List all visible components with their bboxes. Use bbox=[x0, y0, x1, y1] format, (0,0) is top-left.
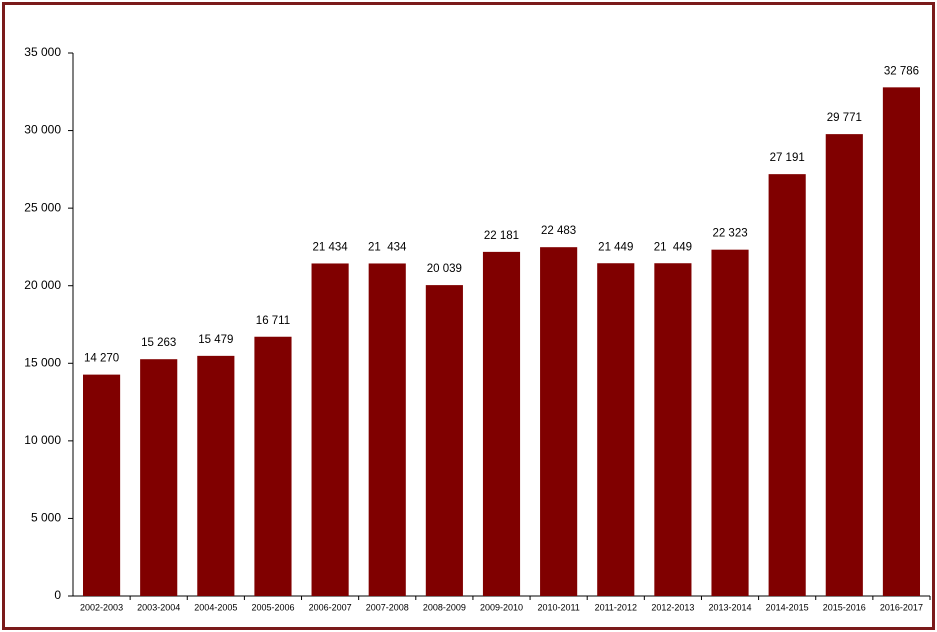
x-tick-label: 2007-2008 bbox=[366, 602, 409, 612]
bar bbox=[82, 374, 121, 596]
x-tick-label: 2015-2016 bbox=[823, 602, 866, 612]
value-label: 27 191 bbox=[770, 152, 805, 164]
bar bbox=[825, 134, 863, 596]
y-tick-label: 30 000 bbox=[24, 123, 61, 137]
bar bbox=[482, 251, 521, 596]
y-tick-label: 5 000 bbox=[31, 511, 61, 525]
bar bbox=[254, 336, 292, 596]
x-tick-label: 2011-2012 bbox=[595, 602, 637, 612]
value-label: 22 483 bbox=[541, 225, 576, 237]
x-tick-label: 2010-2011 bbox=[537, 602, 579, 612]
bar bbox=[654, 263, 692, 596]
bar bbox=[425, 285, 463, 596]
y-tick-label: 0 bbox=[54, 588, 61, 602]
x-tick-label: 2006-2007 bbox=[309, 602, 352, 612]
value-label: 21 449 bbox=[654, 241, 692, 253]
bar bbox=[197, 355, 235, 596]
y-tick-label: 20 000 bbox=[24, 278, 61, 292]
y-tick-label: 15 000 bbox=[24, 355, 61, 369]
value-label: 20 039 bbox=[427, 263, 462, 275]
value-label: 32 786 bbox=[884, 65, 919, 77]
bar bbox=[882, 87, 921, 596]
value-label: 15 263 bbox=[141, 337, 176, 349]
x-tick-label: 2014-2015 bbox=[766, 602, 809, 612]
y-tick-label: 35 000 bbox=[24, 45, 61, 59]
bar bbox=[311, 263, 349, 596]
value-label: 21 449 bbox=[598, 241, 633, 253]
x-tick-label: 2009-2010 bbox=[480, 602, 523, 612]
bar bbox=[768, 174, 806, 596]
value-label: 29 771 bbox=[827, 112, 862, 124]
x-tick-label: 2013-2014 bbox=[709, 602, 752, 612]
bar bbox=[540, 247, 578, 596]
value-label: 15 479 bbox=[198, 334, 233, 346]
bar bbox=[140, 359, 178, 596]
x-tick-label: 2004-2005 bbox=[194, 602, 237, 612]
value-label: 21 434 bbox=[368, 241, 407, 253]
x-tick-label: 2005-2006 bbox=[251, 602, 294, 612]
bar bbox=[711, 249, 749, 596]
value-label: 14 270 bbox=[84, 353, 119, 365]
x-tick-label: 2003-2004 bbox=[137, 602, 180, 612]
x-tick-label: 2012-2013 bbox=[651, 602, 694, 612]
value-label: 22 181 bbox=[484, 230, 519, 242]
value-label: 21 434 bbox=[313, 241, 349, 253]
x-tick-label: 2002-2003 bbox=[80, 602, 123, 612]
bar bbox=[597, 263, 635, 596]
x-tick-label: 2008-2009 bbox=[423, 602, 466, 612]
value-label: 22 323 bbox=[712, 228, 747, 240]
x-tick-label: 2016-2017 bbox=[880, 602, 923, 612]
value-label: 16 711 bbox=[256, 315, 290, 327]
y-tick-label: 10 000 bbox=[24, 433, 61, 447]
bar bbox=[368, 263, 406, 596]
y-tick-label: 25 000 bbox=[24, 200, 61, 214]
